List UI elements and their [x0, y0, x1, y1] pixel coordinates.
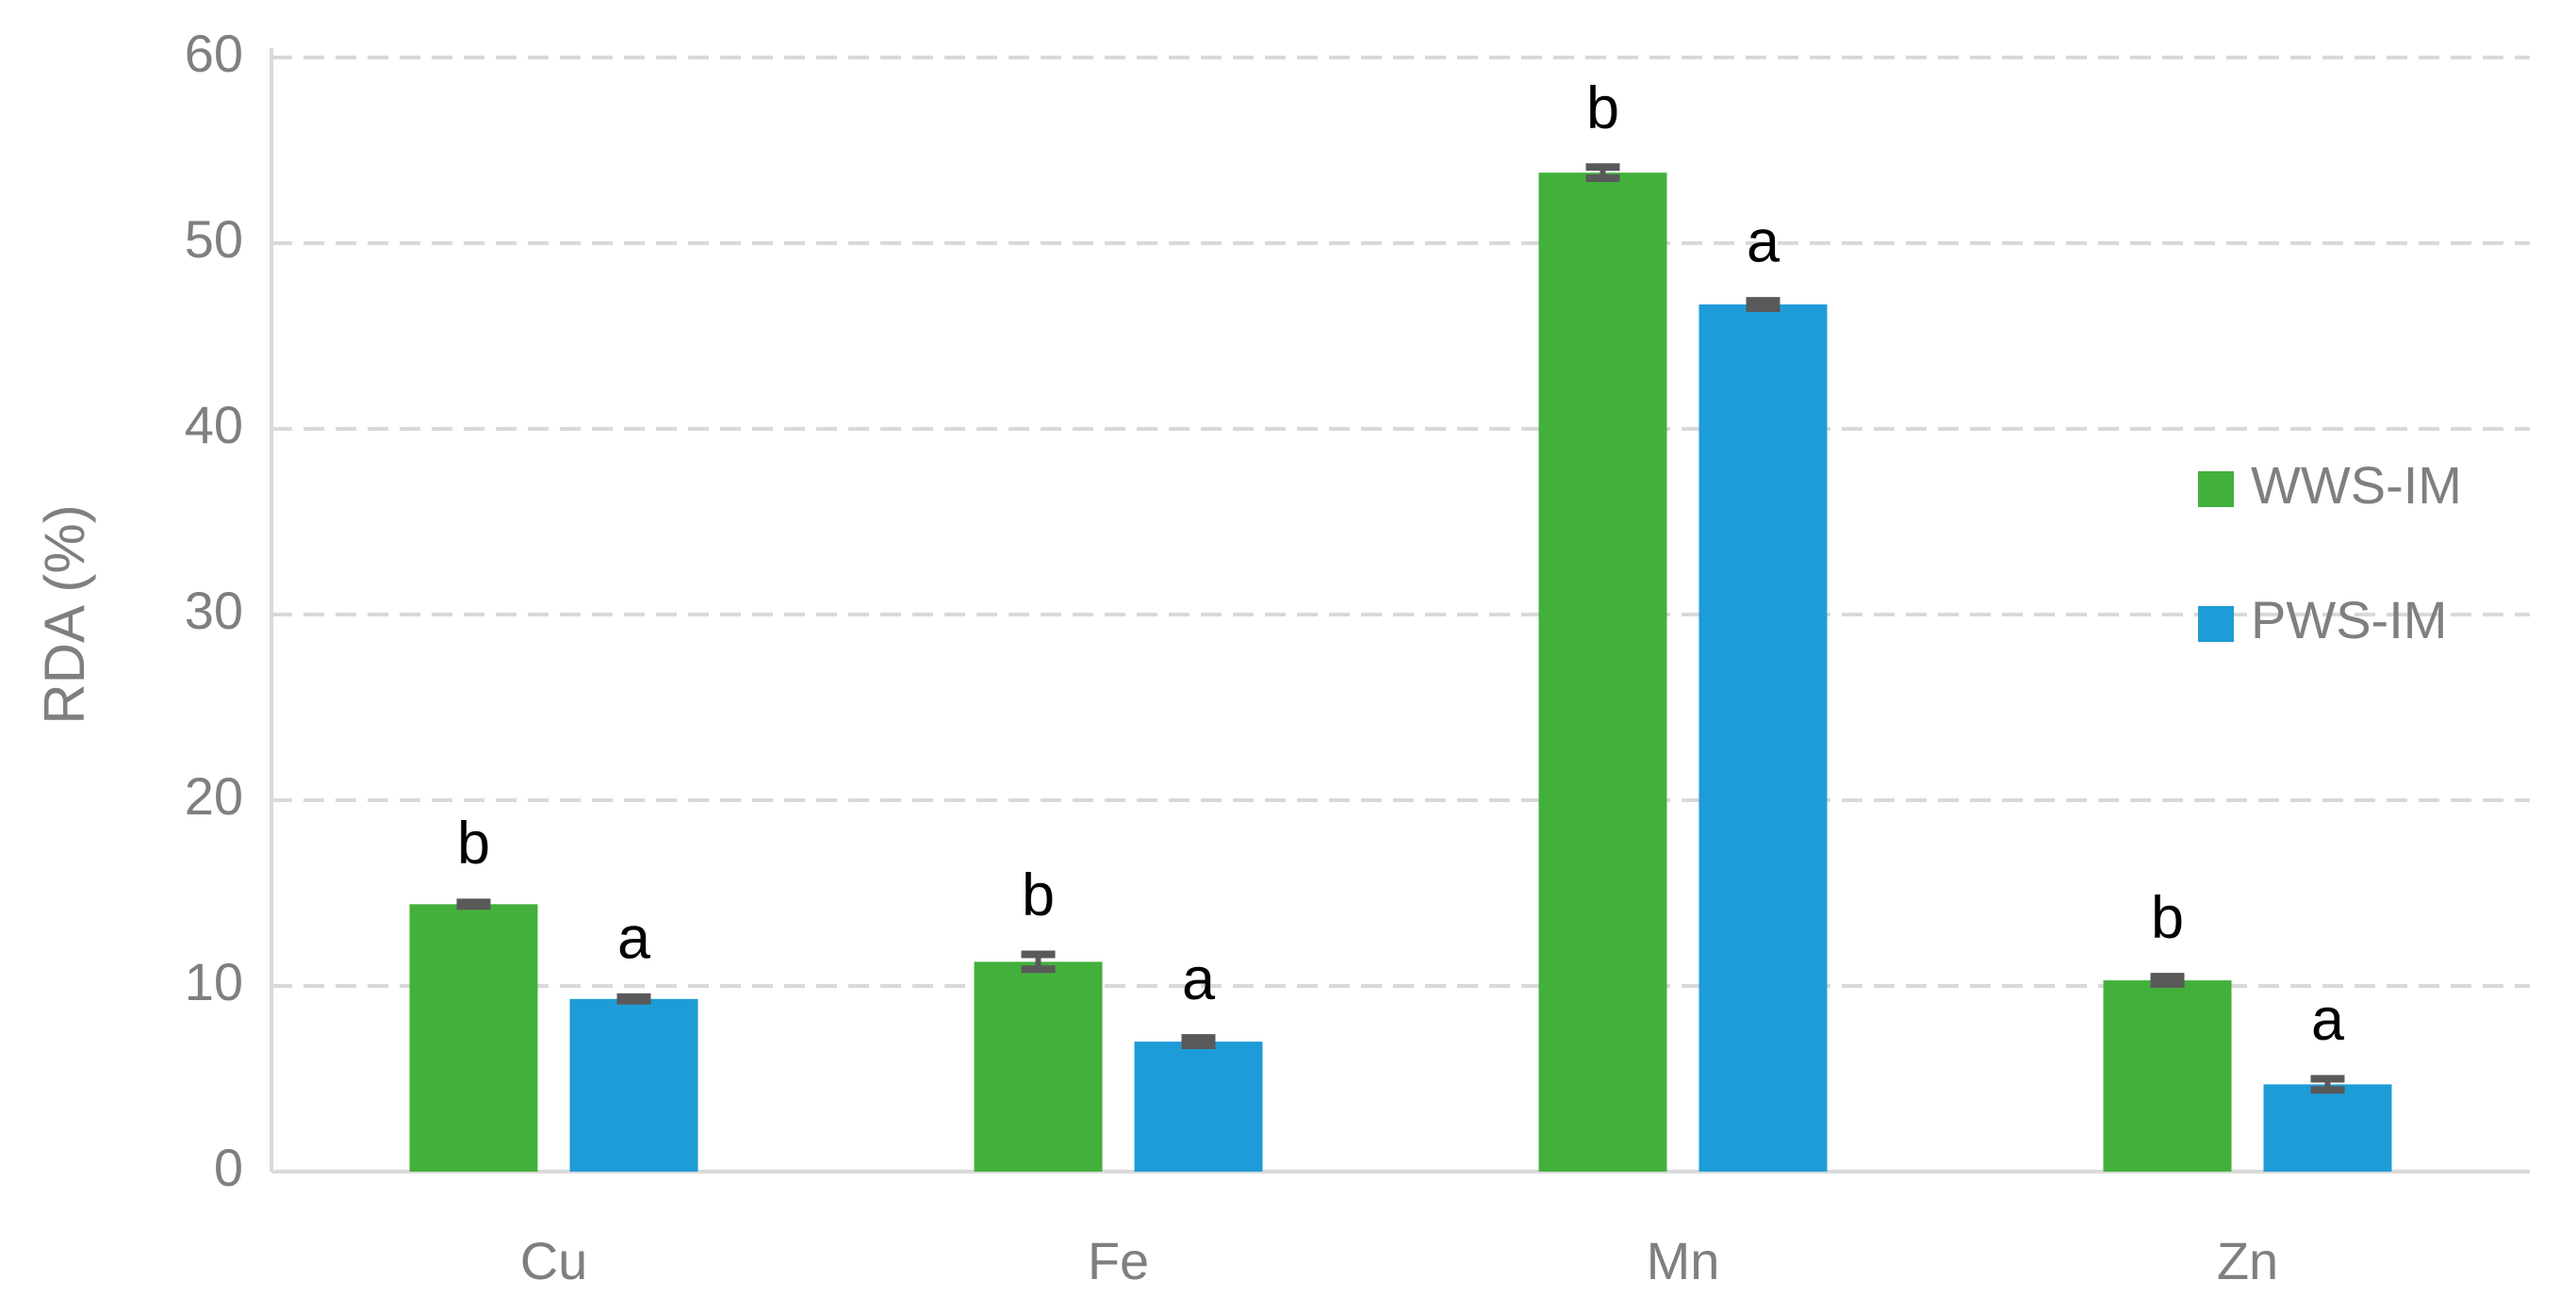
bar [1538, 172, 1667, 1172]
significance-label: a [617, 905, 651, 971]
bar [2263, 1084, 2392, 1172]
significance-label: b [457, 811, 490, 877]
legend-label: WWS-IM [2251, 455, 2462, 515]
significance-label: a [1747, 209, 1780, 275]
x-tick-label: Fe [1088, 1231, 1149, 1290]
bar [974, 961, 1103, 1172]
significance-label: a [1182, 946, 1216, 1012]
significance-label: b [2151, 885, 2184, 951]
significance-label: b [1022, 862, 1055, 928]
y-tick-label: 20 [185, 766, 243, 826]
x-tick-label: Mn [1647, 1231, 1720, 1290]
bar [569, 998, 698, 1172]
y-tick-label: 60 [185, 24, 243, 83]
legend-swatch [2198, 471, 2234, 507]
bar [2103, 980, 2232, 1172]
y-tick-label: 30 [185, 581, 243, 640]
y-tick-label: 0 [214, 1138, 243, 1197]
y-tick-label: 50 [185, 209, 243, 269]
bar [1698, 304, 1828, 1172]
x-tick-label: Cu [520, 1231, 588, 1290]
significance-label: b [1586, 75, 1619, 141]
x-tick-label: Zn [2217, 1231, 2278, 1290]
y-tick-label: 40 [185, 395, 243, 454]
legend-label: PWS-IM [2251, 590, 2447, 649]
bar [409, 904, 538, 1172]
legend-swatch [2198, 606, 2234, 642]
significance-label: a [2311, 987, 2345, 1053]
bar [1134, 1042, 1263, 1172]
y-axis-title: RDA (%) [33, 504, 96, 724]
y-tick-label: 10 [185, 952, 243, 1011]
